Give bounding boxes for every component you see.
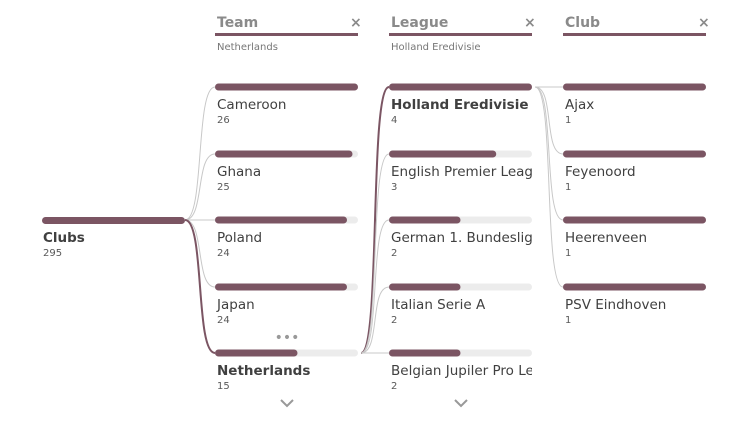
bar[interactable] [215,349,298,357]
node-label: Heerenveen [565,230,647,246]
more-dots[interactable]: ••• [275,330,300,346]
node-value: 295 [43,248,62,259]
node-label: Holland Eredivisie [391,97,529,113]
connector [534,86,564,155]
column-header: Team [217,15,258,31]
bar[interactable] [389,349,461,357]
node-label: Poland [217,230,262,246]
node-value: 1 [565,182,571,193]
node-value: 25 [217,182,230,193]
connector [534,86,564,221]
node-value: 26 [217,115,230,126]
header-underline [215,33,358,36]
node-label: Clubs [43,230,85,246]
node-label: Belgian Jupiler Pro League [391,363,568,379]
node-value: 15 [217,381,230,392]
node-value: 4 [391,115,397,126]
node-value: 1 [565,315,571,326]
node-value: 2 [391,315,397,326]
connector [184,153,216,221]
bar[interactable] [389,83,532,91]
bar[interactable] [215,83,358,91]
column-filter: Netherlands [217,42,278,53]
close-icon[interactable]: × [698,15,710,31]
header-underline [389,33,532,36]
connector [184,86,216,221]
scroll-down[interactable] [280,399,294,408]
header-underline [563,33,706,36]
node-label: Italian Serie A [391,297,486,313]
bar[interactable] [215,216,347,224]
connector [360,86,390,354]
bar[interactable] [389,216,461,224]
node-label: Netherlands [217,363,310,379]
bar[interactable] [215,150,353,158]
node-label: English Premier League [391,164,550,180]
node-label: Feyenoord [565,164,636,180]
node-label: PSV Eindhoven [565,297,666,313]
node-label: Japan [216,297,255,313]
scroll-down[interactable] [454,399,468,408]
bar[interactable] [42,217,185,224]
connectors [184,86,564,354]
node-value: 24 [217,315,230,326]
node-value: 1 [565,248,571,259]
bar[interactable] [563,216,706,224]
connector [360,153,390,354]
node-value: 1 [565,115,571,126]
node-value: 2 [391,248,397,259]
close-icon[interactable]: × [350,15,362,31]
bar[interactable] [389,150,497,158]
bar[interactable] [215,283,347,291]
node-label: Cameroon [217,97,286,113]
node-label: German 1. Bundesliga [391,230,541,246]
bar[interactable] [563,283,706,291]
node-value: 2 [391,381,397,392]
node-label: Ghana [217,164,261,180]
connector [360,286,390,354]
connector [184,219,216,354]
column-filter: Holland Eredivisie [391,42,481,53]
column-header: League [391,15,448,31]
nodes: Clubs 295 Team × Netherlands Cameroon 26 Ghana 2… [42,15,710,392]
bar[interactable] [563,150,706,158]
node-value: 3 [391,182,397,193]
connector [534,86,564,288]
column-header: Club [565,15,600,31]
node-value: 24 [217,248,230,259]
connector [360,219,390,354]
node-label: Ajax [565,97,594,113]
connector [184,219,216,288]
close-icon[interactable]: × [524,15,536,31]
bar[interactable] [563,83,706,91]
bar[interactable] [389,283,461,291]
